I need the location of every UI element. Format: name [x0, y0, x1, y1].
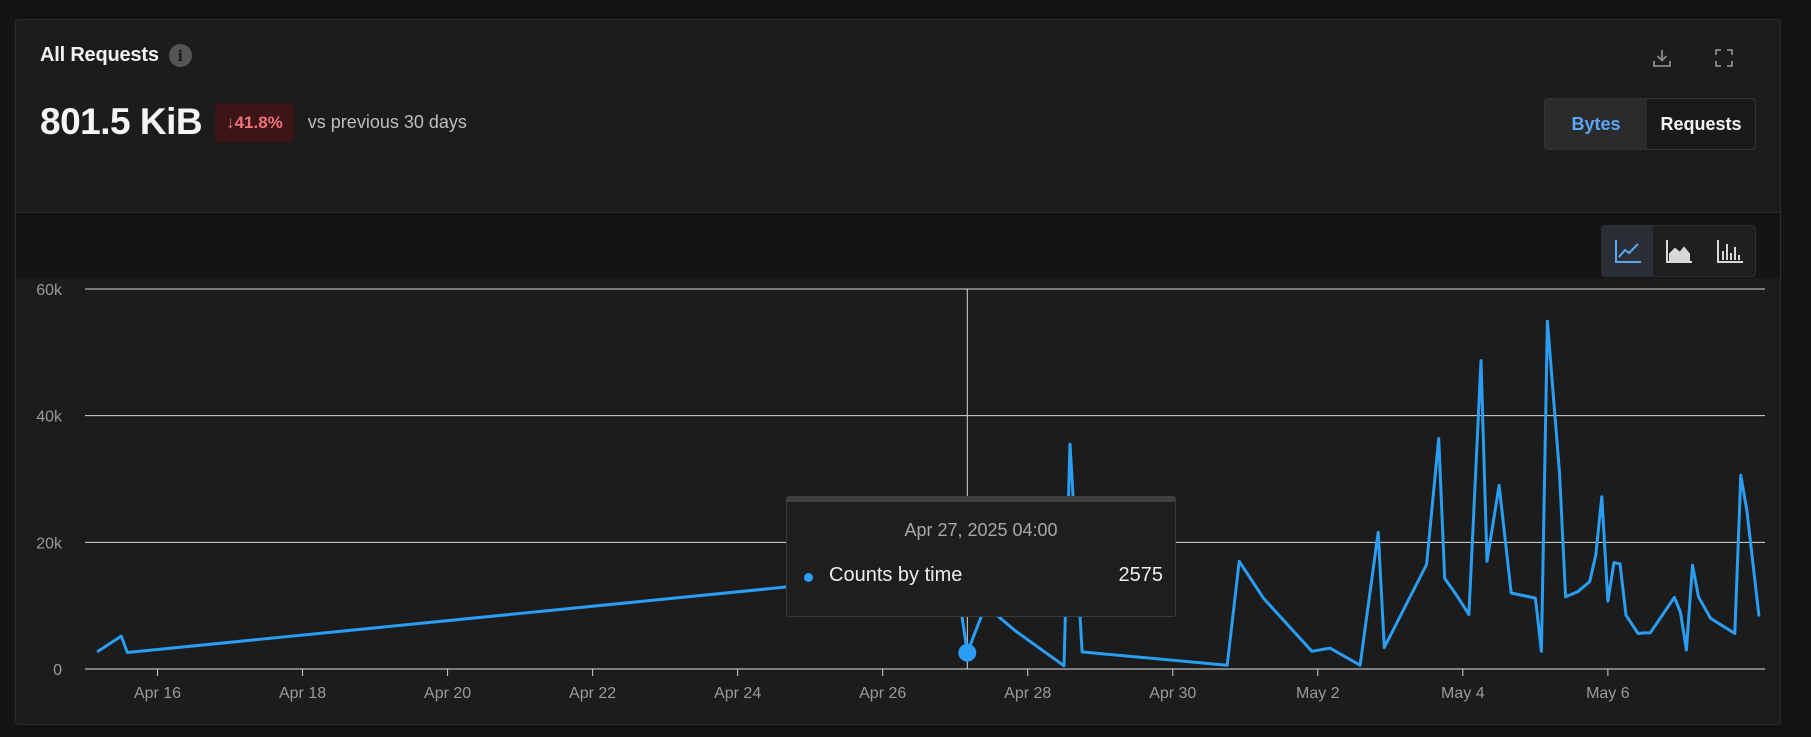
requests-option[interactable]: Requests	[1660, 113, 1742, 134]
x-tick-label: Apr 24	[714, 685, 761, 702]
marker-layer	[958, 643, 977, 662]
tooltip-time: Apr 27, 2025 04:00	[904, 520, 1058, 540]
x-tick-label: Apr 20	[424, 685, 471, 702]
header-actions	[1650, 46, 1736, 70]
x-tick-label: Apr 30	[1149, 685, 1196, 702]
y-tick-label: 0	[53, 662, 62, 679]
series-line[interactable]	[96, 319, 1761, 668]
x-tick-label: Apr 16	[134, 685, 181, 702]
chart-type-selector	[1601, 225, 1756, 277]
tooltip-value: 2575	[1118, 564, 1164, 586]
line-chart-icon[interactable]	[1602, 226, 1653, 276]
info-icon[interactable]: i	[168, 44, 192, 67]
tooltip-series-dot	[804, 573, 813, 582]
chart-tooltip: Apr 27, 2025 04:00 Counts by time 2575	[786, 496, 1176, 617]
delta-badge: ↓41.8%	[215, 102, 294, 142]
tooltip-series-label: Counts by time	[829, 564, 963, 586]
area-chart-icon[interactable]	[1653, 226, 1704, 276]
x-axis: Apr 16 Apr 18 Apr 20 Apr 22 Apr 24 Apr 26 Apr …	[134, 669, 1630, 702]
panel-header: All Requests i 801.5 KiB ↓41.8% vs previ…	[16, 20, 1780, 212]
x-tick-label: May 4	[1441, 685, 1485, 702]
x-tick-label: Apr 22	[569, 685, 616, 702]
comparison-text: vs previous 30 days	[307, 111, 467, 132]
x-tick-label: May 6	[1586, 685, 1630, 702]
chart-toolbar	[16, 212, 1780, 278]
x-tick-label: Apr 26	[859, 685, 906, 702]
fullscreen-icon[interactable]	[1712, 46, 1736, 70]
y-axis: 0 20k 40k 60k	[36, 282, 63, 679]
x-tick-label: Apr 18	[279, 685, 326, 702]
panel-title: All Requests	[40, 44, 159, 66]
metric-toggle: Bytes Requests	[1544, 98, 1756, 150]
y-tick-label: 40k	[36, 409, 63, 426]
series-layer[interactable]	[96, 319, 1761, 668]
bar-chart-icon[interactable]	[1704, 226, 1755, 276]
title-row: All Requests i	[40, 44, 192, 67]
highlight-point	[958, 643, 977, 662]
y-tick-label: 20k	[36, 535, 63, 552]
y-tick-label: 60k	[36, 282, 63, 299]
bytes-option[interactable]: Bytes	[1545, 99, 1647, 149]
x-tick-label: May 2	[1296, 685, 1340, 702]
x-tick-label: Apr 28	[1004, 685, 1051, 702]
metric-value: 801.5 KiB	[40, 101, 203, 142]
metric-row: 801.5 KiB ↓41.8% vs previous 30 days	[40, 101, 467, 143]
download-icon[interactable]	[1650, 46, 1674, 70]
